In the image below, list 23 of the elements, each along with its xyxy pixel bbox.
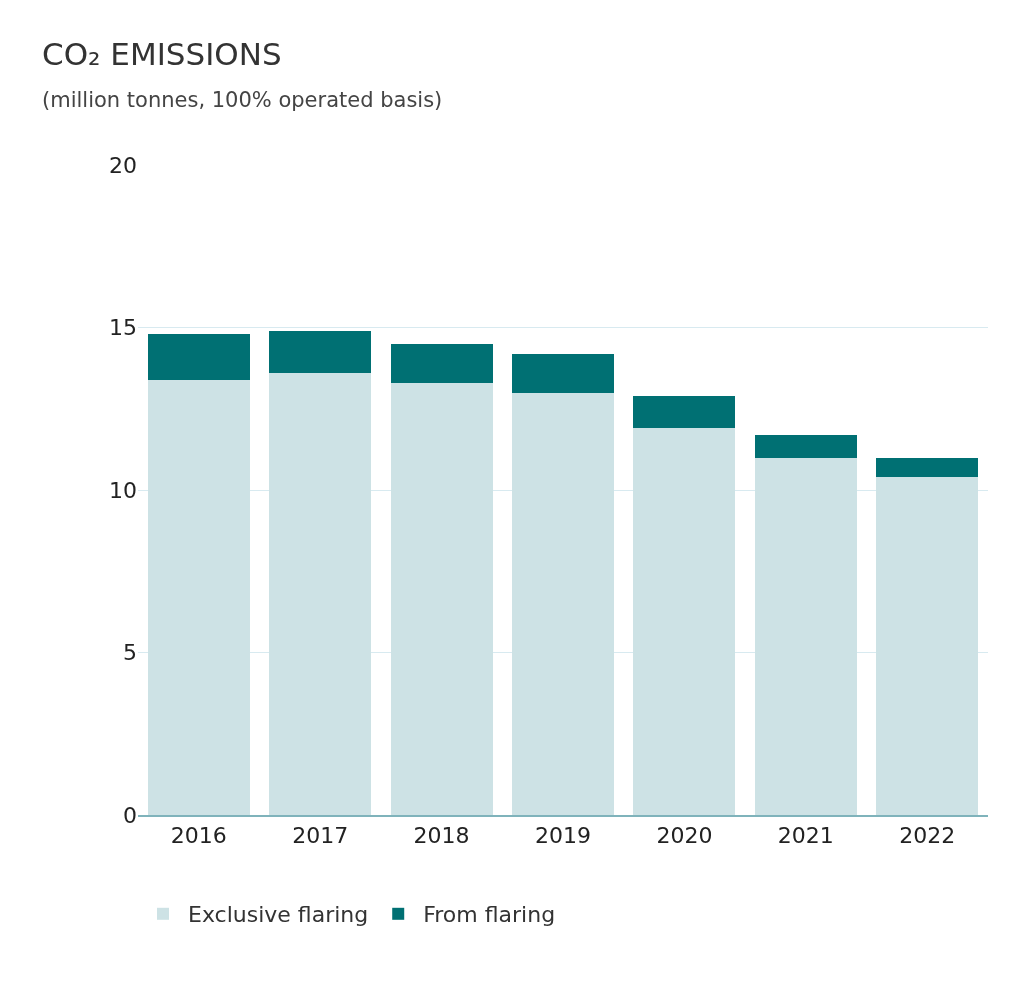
x-tick-label: 2021 [777,823,834,849]
x-tick-label: 2018 [413,823,470,849]
x-tick-label: 2017 [292,823,349,849]
bar [147,334,250,380]
legend-label: Exclusive flaring [188,902,369,928]
y-tick-label: 0 [123,802,137,828]
legend-label: From flaring [423,902,556,928]
x-tick-label: 2022 [899,823,956,849]
bar [269,330,372,373]
y-tick-label: 15 [109,315,137,341]
y-tick-label: 5 [123,640,137,666]
bar [390,343,493,383]
bar [512,353,614,393]
chart-subtitle: (million tonnes, 100% operated basis) [42,88,443,112]
x-tick-label: 2019 [535,823,591,849]
x-tick-label: 2016 [170,823,227,849]
chart-title: CO₂ EMISSIONS [42,36,282,72]
bar [633,395,736,429]
y-tick-label: 20 [109,152,137,178]
y-tick-label: 10 [109,477,137,503]
x-tick-label: 2020 [656,823,713,849]
bar [754,434,857,458]
bar [876,457,979,477]
